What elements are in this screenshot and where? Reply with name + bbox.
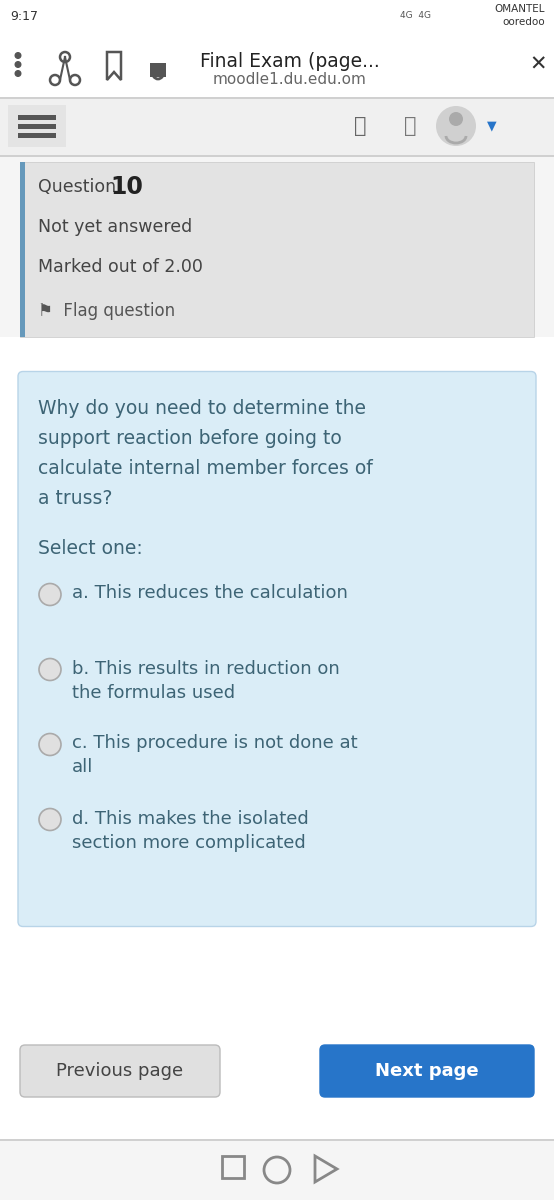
Text: Why do you need to determine the: Why do you need to determine the bbox=[38, 400, 366, 419]
FancyBboxPatch shape bbox=[0, 97, 554, 98]
Text: ✕: ✕ bbox=[529, 54, 547, 74]
FancyBboxPatch shape bbox=[20, 162, 25, 336]
Circle shape bbox=[449, 112, 463, 126]
FancyBboxPatch shape bbox=[20, 1045, 220, 1097]
Circle shape bbox=[15, 71, 21, 77]
Text: ⚑  Flag question: ⚑ Flag question bbox=[38, 302, 175, 320]
Text: Not yet answered: Not yet answered bbox=[38, 217, 192, 235]
Text: c. This procedure is not done at: c. This procedure is not done at bbox=[72, 734, 358, 752]
FancyBboxPatch shape bbox=[0, 1140, 554, 1200]
FancyBboxPatch shape bbox=[18, 115, 56, 120]
FancyBboxPatch shape bbox=[150, 62, 166, 77]
FancyBboxPatch shape bbox=[0, 1097, 554, 1140]
Text: Select one:: Select one: bbox=[38, 540, 143, 558]
Text: ▼: ▼ bbox=[487, 120, 497, 132]
Text: 🔔: 🔔 bbox=[354, 116, 366, 136]
FancyBboxPatch shape bbox=[0, 155, 554, 156]
Circle shape bbox=[39, 659, 61, 680]
Text: a truss?: a truss? bbox=[38, 490, 112, 509]
Text: Marked out of 2.00: Marked out of 2.00 bbox=[38, 258, 203, 276]
Text: support reaction before going to: support reaction before going to bbox=[38, 430, 342, 449]
FancyBboxPatch shape bbox=[0, 336, 554, 372]
Circle shape bbox=[15, 61, 21, 67]
Text: Next page: Next page bbox=[375, 1062, 479, 1080]
Circle shape bbox=[39, 733, 61, 756]
Text: 💬: 💬 bbox=[404, 116, 416, 136]
Text: d. This makes the isolated: d. This makes the isolated bbox=[72, 810, 309, 828]
Text: 9:17: 9:17 bbox=[10, 10, 38, 23]
Text: OMANTEL: OMANTEL bbox=[495, 4, 545, 14]
Text: the formulas used: the formulas used bbox=[72, 684, 235, 702]
FancyBboxPatch shape bbox=[0, 156, 554, 342]
Text: section more complicated: section more complicated bbox=[72, 834, 306, 852]
FancyBboxPatch shape bbox=[18, 133, 56, 138]
FancyBboxPatch shape bbox=[0, 97, 554, 155]
Text: Question: Question bbox=[38, 178, 122, 196]
Circle shape bbox=[39, 809, 61, 830]
Text: b. This results in reduction on: b. This results in reduction on bbox=[72, 660, 340, 678]
FancyBboxPatch shape bbox=[0, 926, 554, 1045]
FancyBboxPatch shape bbox=[320, 1045, 534, 1097]
FancyBboxPatch shape bbox=[0, 0, 554, 32]
Text: Previous page: Previous page bbox=[57, 1062, 183, 1080]
Circle shape bbox=[436, 106, 476, 146]
Text: ooredoo: ooredoo bbox=[502, 17, 545, 26]
Circle shape bbox=[39, 583, 61, 606]
Text: 10: 10 bbox=[110, 174, 143, 198]
Text: all: all bbox=[72, 758, 94, 776]
FancyBboxPatch shape bbox=[0, 1139, 554, 1140]
Text: a. This reduces the calculation: a. This reduces the calculation bbox=[72, 584, 348, 602]
Text: calculate internal member forces of: calculate internal member forces of bbox=[38, 460, 373, 479]
Text: 4G  4G: 4G 4G bbox=[400, 12, 431, 20]
Circle shape bbox=[15, 53, 21, 59]
FancyBboxPatch shape bbox=[0, 32, 554, 97]
FancyBboxPatch shape bbox=[18, 372, 536, 926]
FancyBboxPatch shape bbox=[20, 162, 534, 336]
Text: Final Exam (page...: Final Exam (page... bbox=[200, 52, 380, 71]
FancyBboxPatch shape bbox=[8, 104, 66, 146]
FancyBboxPatch shape bbox=[18, 124, 56, 128]
Text: moodle1.du.edu.om: moodle1.du.edu.om bbox=[213, 72, 367, 86]
